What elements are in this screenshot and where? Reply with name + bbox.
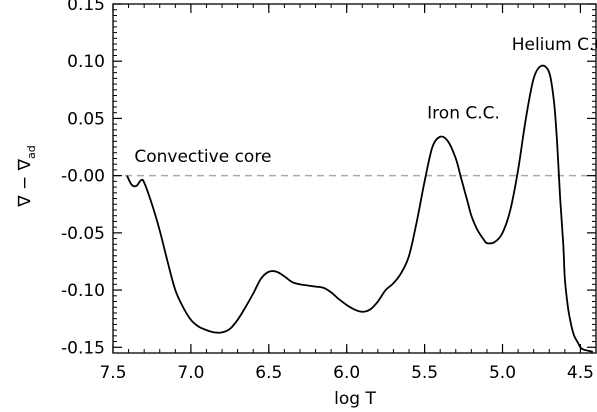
x-tick-label: 7.5 [99, 363, 126, 383]
svg-text:∇ − ∇ad: ∇ − ∇ad [15, 145, 38, 208]
axes: 7.5 7.0 6.5 6.0 5.5 5.0 4.5 0.15 0.10 0.05 -0.00 -0… [61, 0, 597, 383]
y-tick-label: 0.10 [67, 52, 105, 72]
x-tick-label: 4.5 [567, 363, 594, 383]
y-tick-label: 0.05 [67, 109, 105, 129]
x-tick-label: 7.0 [177, 363, 204, 383]
annotation-label: Convective core [134, 147, 271, 167]
y-tick-label: -0.05 [61, 224, 105, 244]
y-tick-label: -0.15 [61, 338, 105, 358]
x-tick-label: 6.0 [333, 363, 360, 383]
x-tick-label: 5.0 [489, 363, 516, 383]
series-layer [126, 64, 594, 353]
x-tick-label: 5.5 [411, 363, 438, 383]
y-axis-label-sub: ad [25, 145, 38, 159]
y-axis-label: ∇ − ∇ad [15, 145, 38, 208]
annotations: Convective core Iron C.C. Helium C.C. [134, 35, 597, 167]
y-tick-label: -0.10 [61, 281, 105, 301]
y-tick-label: 0.15 [67, 0, 105, 15]
annotation-label: Iron C.C. [427, 103, 500, 123]
y-axis-label-main: ∇ − ∇ [15, 158, 35, 207]
y-tick-label: -0.00 [61, 167, 105, 187]
plot-frame [112, 3, 597, 354]
x-tick-label: 6.5 [255, 363, 282, 383]
annotation-label: Helium C.C. [512, 35, 597, 55]
x-axis-label: log T [334, 389, 376, 409]
series-line [126, 64, 594, 353]
